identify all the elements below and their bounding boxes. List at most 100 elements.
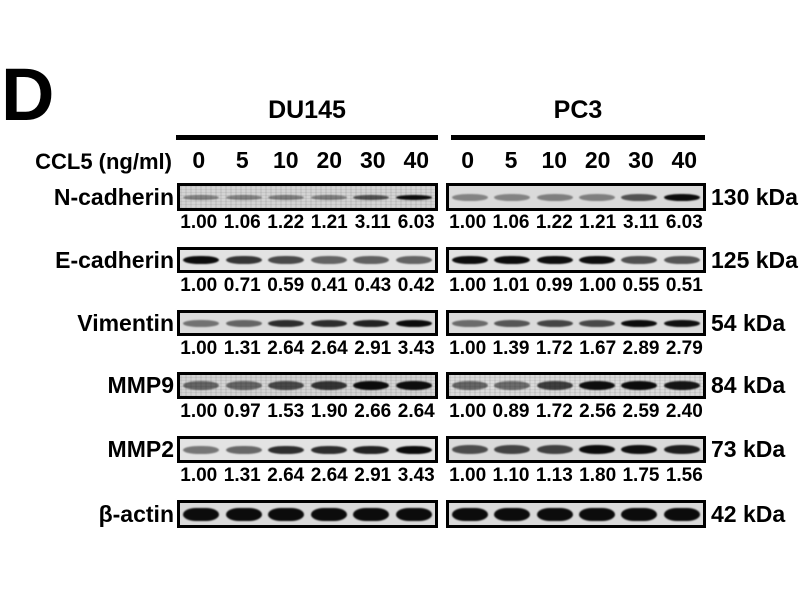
blot-lane xyxy=(618,250,660,270)
density-value: 2.59 xyxy=(622,401,660,422)
blot-lane xyxy=(534,439,576,460)
blot-band xyxy=(494,445,531,454)
blot-beta-actin-pc3 xyxy=(446,500,706,528)
density-value: 1.31 xyxy=(223,338,261,359)
blot-e-cadherin-du145 xyxy=(177,247,438,273)
blot-band xyxy=(310,194,347,200)
protein-label-beta-actin: β-actin xyxy=(98,500,174,527)
blot-lane xyxy=(534,503,576,525)
blot-lane xyxy=(576,250,618,270)
density-value: 1.72 xyxy=(535,338,573,359)
blot-mmp2-du145 xyxy=(177,436,438,463)
density-value: 1.00 xyxy=(579,275,617,296)
blot-lane xyxy=(491,439,533,460)
blot-lane xyxy=(308,250,351,270)
density-value: 1.00 xyxy=(449,465,487,486)
blot-lane xyxy=(449,313,491,333)
density-value: 1.00 xyxy=(180,401,218,422)
blot-lane xyxy=(350,313,393,333)
dose-value: 5 xyxy=(504,147,518,173)
blot-lane xyxy=(393,439,436,460)
blot-lane xyxy=(265,503,308,525)
blot-band xyxy=(579,445,616,454)
density-value: 1.72 xyxy=(535,401,573,422)
blot-lane xyxy=(534,250,576,270)
blot-band xyxy=(536,507,573,521)
density-value: 1.00 xyxy=(449,212,487,233)
protein-label-mmp2: MMP2 xyxy=(107,436,174,462)
blot-band xyxy=(225,256,262,264)
density-value: 0.97 xyxy=(223,401,261,422)
density-value: 1.00 xyxy=(180,465,218,486)
dose-value: 40 xyxy=(403,147,430,173)
blot-lane xyxy=(223,313,266,333)
density-values-mmp2-pc3: 1.00 1.10 1.13 1.80 1.75 1.56 xyxy=(446,465,706,486)
density-value: 1.75 xyxy=(622,465,660,486)
blot-band xyxy=(621,381,658,390)
blot-band xyxy=(310,256,347,264)
blot-band xyxy=(183,319,220,327)
density-value: 1.01 xyxy=(492,275,530,296)
dose-value: 10 xyxy=(541,147,568,173)
blot-vimentin-du145 xyxy=(177,310,438,336)
blot-band xyxy=(268,381,305,390)
blot-band xyxy=(536,381,573,390)
blot-band xyxy=(621,445,658,454)
blot-band xyxy=(183,194,220,200)
density-value: 1.80 xyxy=(579,465,617,486)
density-value: 1.67 xyxy=(579,338,617,359)
density-value: 0.71 xyxy=(223,275,261,296)
blot-band xyxy=(183,381,220,390)
blot-band xyxy=(452,507,489,521)
density-value: 2.91 xyxy=(354,465,392,486)
dose-value: 5 xyxy=(235,147,249,173)
blot-e-cadherin-pc3 xyxy=(446,247,706,273)
density-value: 0.51 xyxy=(665,275,703,296)
density-value: 0.99 xyxy=(535,275,573,296)
blot-lane xyxy=(491,250,533,270)
blot-band xyxy=(353,507,390,521)
blot-lane xyxy=(449,503,491,525)
blot-band xyxy=(225,319,262,327)
blot-vimentin-pc3 xyxy=(446,310,706,336)
blot-band xyxy=(310,507,347,521)
blot-lane xyxy=(350,503,393,525)
blot-band xyxy=(183,507,220,521)
blot-band xyxy=(494,319,531,327)
blot-band xyxy=(183,256,220,264)
blot-lane xyxy=(618,375,660,396)
blot-band xyxy=(395,194,432,200)
density-value: 1.21 xyxy=(579,212,617,233)
density-value: 1.53 xyxy=(267,401,305,422)
density-values-n-cadherin-pc3: 1.00 1.06 1.22 1.21 3.11 6.03 xyxy=(446,212,706,233)
blot-lane xyxy=(618,439,660,460)
blot-lane xyxy=(180,250,223,270)
density-value: 1.06 xyxy=(223,212,261,233)
blot-band xyxy=(579,381,616,390)
blot-lane xyxy=(576,186,618,208)
protein-label-e-cadherin: E-cadherin xyxy=(55,246,174,273)
blot-band xyxy=(268,319,305,327)
dose-value: 20 xyxy=(584,147,611,173)
density-value: 0.89 xyxy=(492,401,530,422)
blot-band xyxy=(452,445,489,454)
density-value: 2.64 xyxy=(267,465,305,486)
density-value: 2.89 xyxy=(622,338,660,359)
blot-lane xyxy=(265,375,308,396)
blot-lane xyxy=(308,503,351,525)
mw-label-125kda: 125 kDa xyxy=(711,246,798,273)
blot-lane xyxy=(180,313,223,333)
density-value: 1.90 xyxy=(310,401,348,422)
dose-row-pc3: 0 5 10 20 30 40 xyxy=(446,147,706,175)
density-value: 0.41 xyxy=(310,275,348,296)
blot-lane xyxy=(661,250,703,270)
blot-lane xyxy=(308,186,351,208)
blot-band xyxy=(494,507,531,521)
mw-label-84kda: 84 kDa xyxy=(711,372,786,398)
blot-lane xyxy=(449,375,491,396)
density-value: 0.55 xyxy=(622,275,660,296)
blot-lane xyxy=(491,503,533,525)
blot-lane xyxy=(449,250,491,270)
blot-lane xyxy=(350,439,393,460)
